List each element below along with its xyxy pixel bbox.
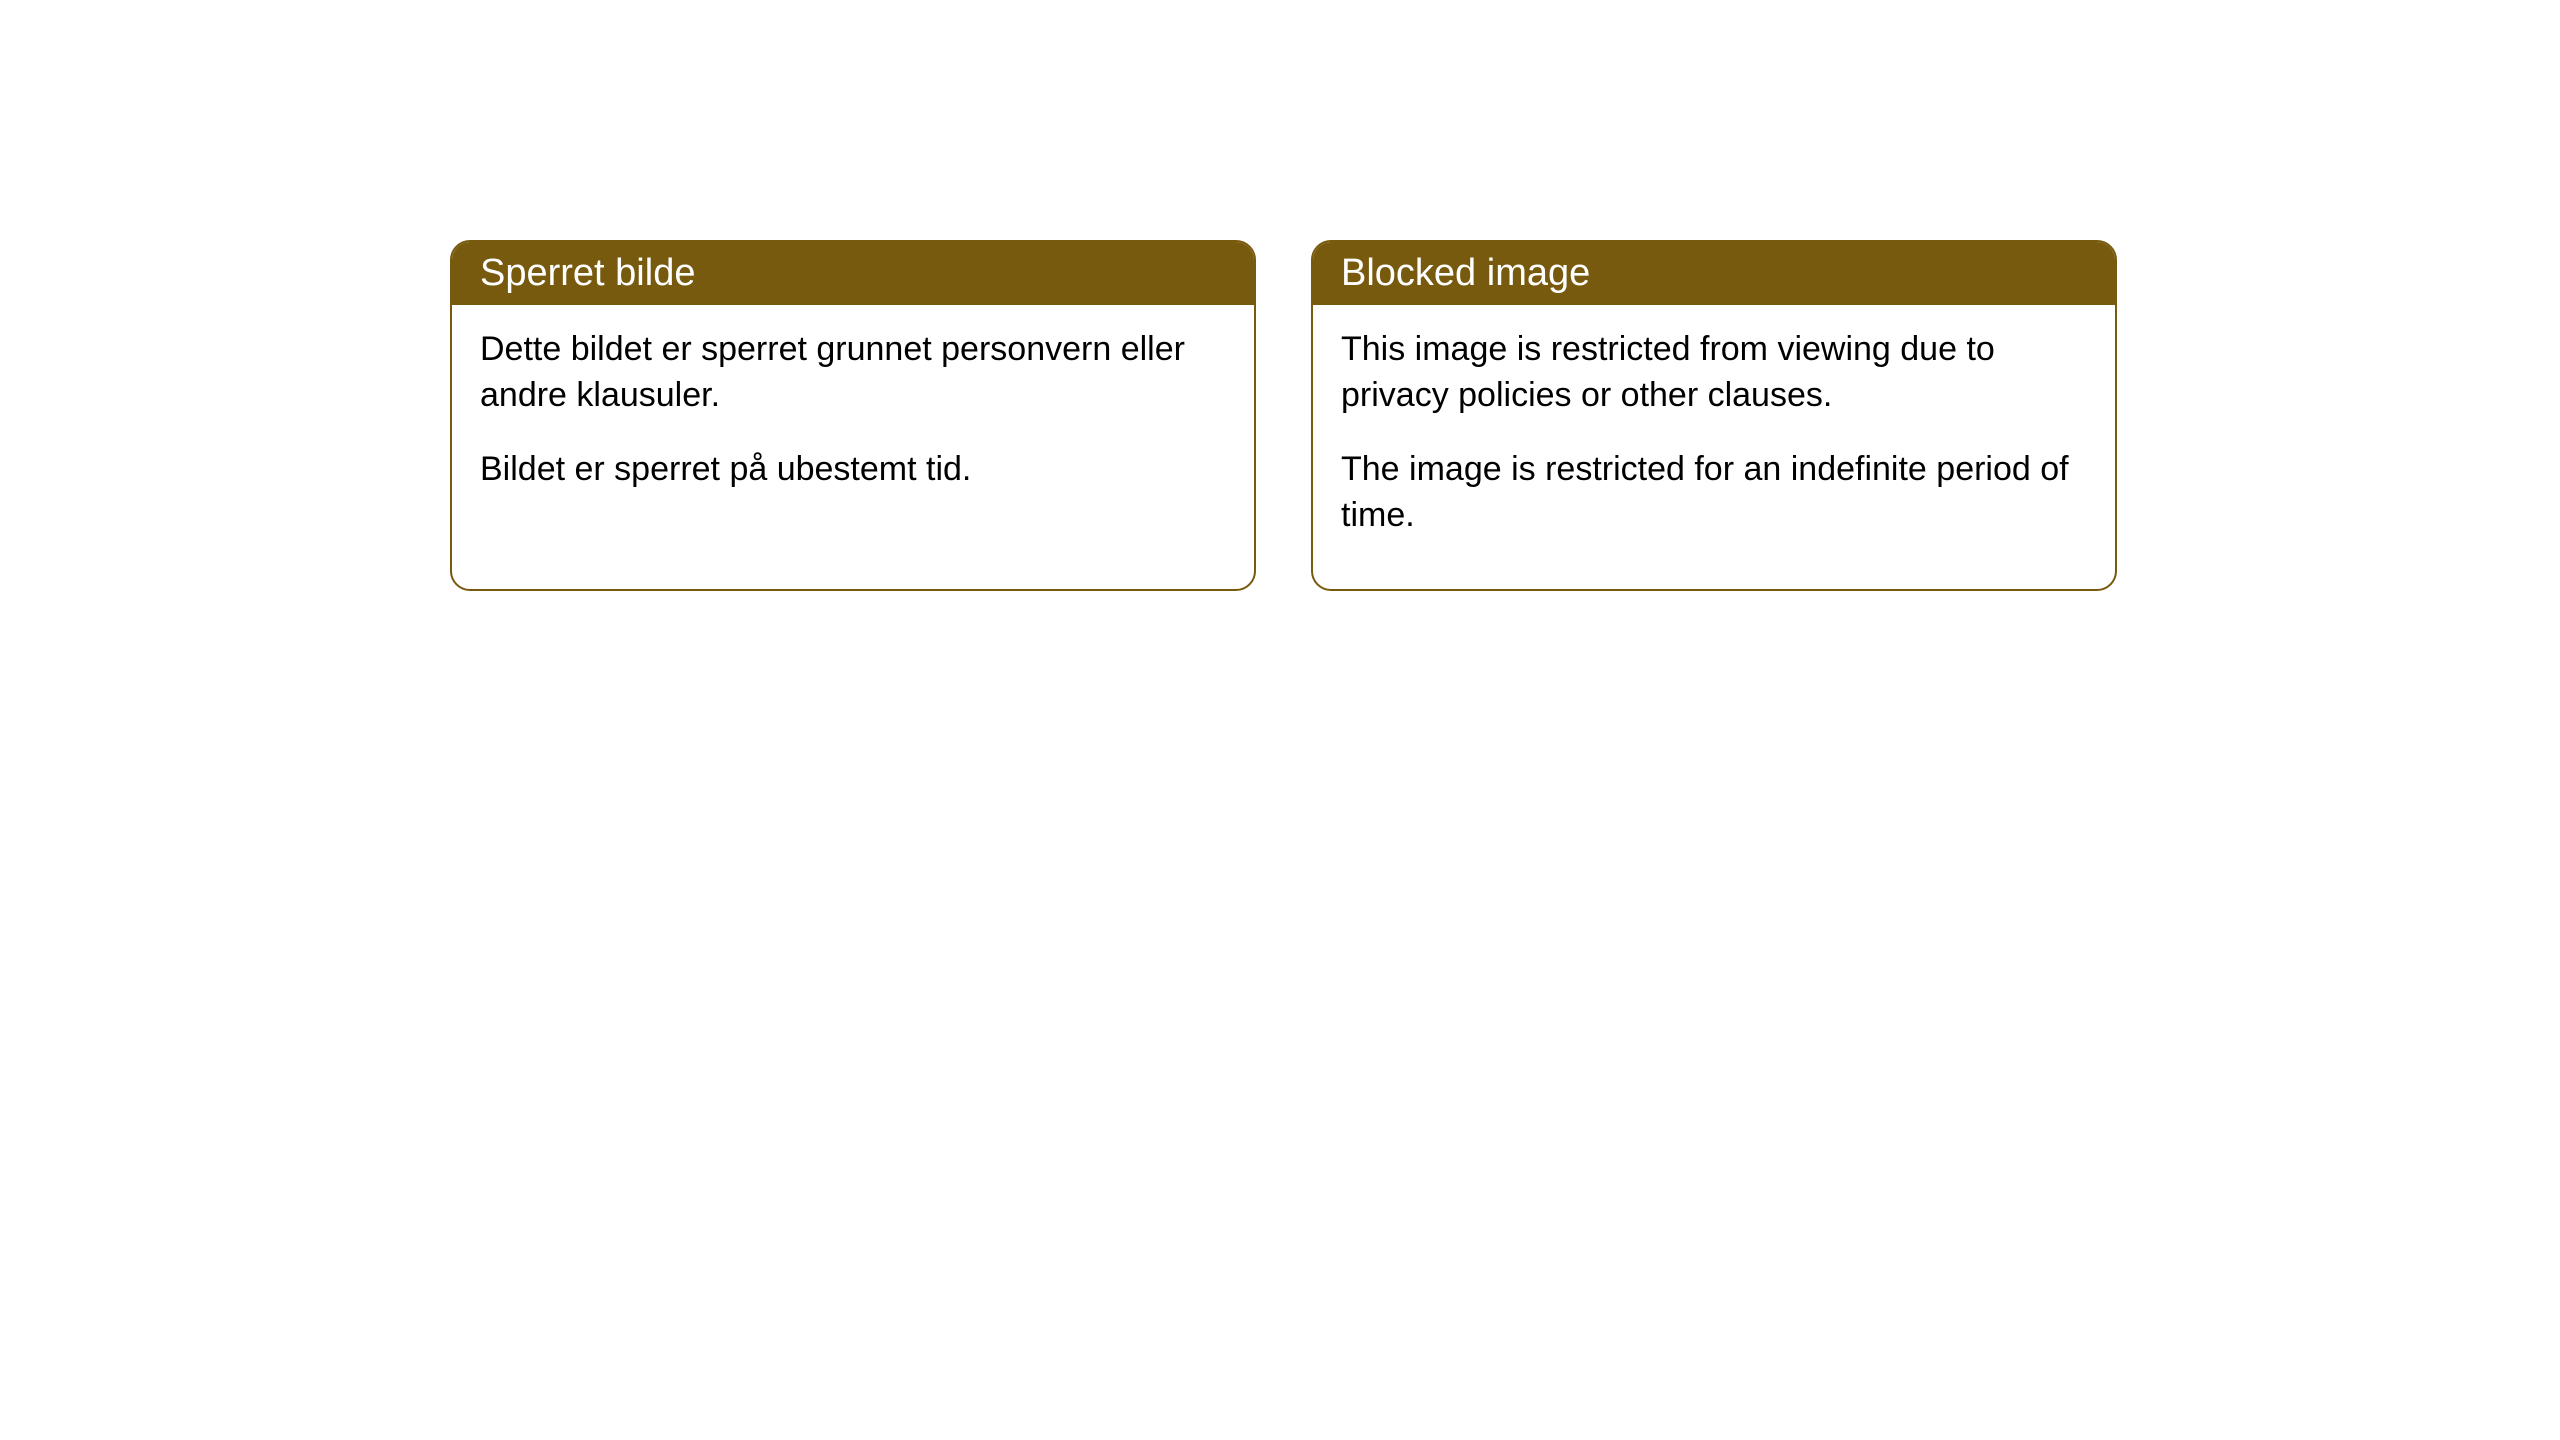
card-body: This image is restricted from viewing du… [1313, 305, 2115, 589]
card-title: Blocked image [1341, 252, 1590, 294]
card-paragraph: The image is restricted for an indefinit… [1341, 447, 2087, 539]
card-paragraph: Dette bildet er sperret grunnet personve… [480, 327, 1226, 419]
card-paragraph: This image is restricted from viewing du… [1341, 327, 2087, 419]
card-header: Blocked image [1313, 242, 2115, 305]
card-header: Sperret bilde [452, 242, 1254, 305]
notice-cards-container: Sperret bilde Dette bildet er sperret gr… [450, 240, 2117, 591]
card-paragraph: Bildet er sperret på ubestemt tid. [480, 447, 1226, 493]
notice-card-english: Blocked image This image is restricted f… [1311, 240, 2117, 591]
notice-card-norwegian: Sperret bilde Dette bildet er sperret gr… [450, 240, 1256, 591]
card-body: Dette bildet er sperret grunnet personve… [452, 305, 1254, 543]
card-title: Sperret bilde [480, 252, 695, 294]
